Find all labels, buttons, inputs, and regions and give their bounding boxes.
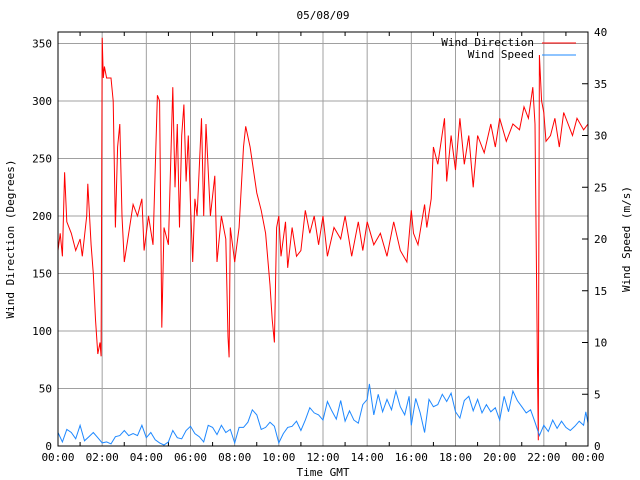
y-tick-label-left: 100 <box>32 325 52 338</box>
x-tick-label: 02:00 <box>86 451 119 464</box>
chart-title: 05/08/09 <box>297 9 350 22</box>
x-tick-label: 14:00 <box>351 451 384 464</box>
x-tick-label: 00:00 <box>571 451 604 464</box>
x-tick-label: 10:00 <box>262 451 295 464</box>
legend: Wind Direction Wind Speed <box>441 36 576 61</box>
y-tick-label-left: 300 <box>32 95 52 108</box>
x-tick-label: 06:00 <box>174 451 207 464</box>
legend-label-speed: Wind Speed <box>468 48 534 61</box>
legend-label-direction: Wind Direction <box>441 36 534 49</box>
y-axis-label-left: Wind Direction (Degrees) <box>4 160 17 319</box>
y-tick-label-right: 20 <box>594 233 607 246</box>
y-tick-label-left: 250 <box>32 153 52 166</box>
x-tick-label: 18:00 <box>439 451 472 464</box>
x-axis-label: Time GMT <box>297 466 350 479</box>
y-tick-label-right: 15 <box>594 285 607 298</box>
x-tick-label: 04:00 <box>130 451 163 464</box>
x-tick-label: 08:00 <box>218 451 251 464</box>
y-tick-label-right: 0 <box>594 440 601 453</box>
x-tick-label: 00:00 <box>41 451 74 464</box>
wind-speed-line <box>57 383 589 446</box>
y-tick-label-left: 50 <box>39 383 52 396</box>
y-tick-label-right: 35 <box>594 78 607 91</box>
y-axis-label-right: Wind Speed (m/s) <box>620 186 633 292</box>
y-tick-label-left: 0 <box>45 440 52 453</box>
y-tick-label-right: 30 <box>594 130 607 143</box>
x-tick-label: 20:00 <box>483 451 516 464</box>
plot-frame <box>57 31 589 447</box>
wind-direction-line <box>57 37 589 441</box>
y-tick-label-left: 200 <box>32 210 52 223</box>
y-tick-label-left: 150 <box>32 268 52 281</box>
x-tick-label: 16:00 <box>395 451 428 464</box>
x-tick-label: 22:00 <box>527 451 560 464</box>
x-tick-label: 12:00 <box>306 451 339 464</box>
grid <box>58 31 588 447</box>
y-tick-label-right: 5 <box>594 388 601 401</box>
y-tick-label-left: 350 <box>32 38 52 51</box>
y-tick-label-right: 40 <box>594 26 607 39</box>
y-tick-label-right: 10 <box>594 337 607 350</box>
tick-labels: 00:00 02:00 04:00 06:00 08:00 10:00 12:00 14:00… <box>32 26 607 464</box>
series-layer <box>57 37 589 446</box>
y-tick-label-right: 25 <box>594 181 607 194</box>
